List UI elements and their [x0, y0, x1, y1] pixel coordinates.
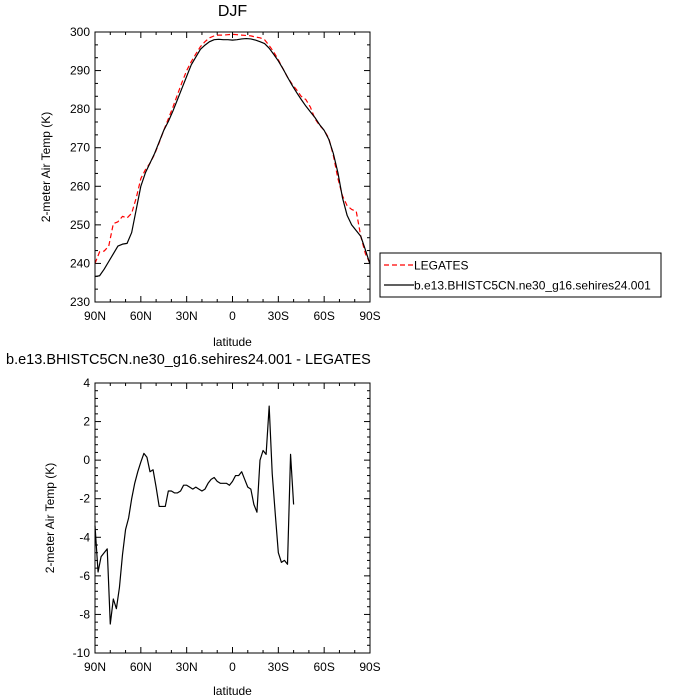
- legend: LEGATES b.e13.BHISTC5CN.ne30_g16.sehires…: [379, 252, 662, 298]
- bottom-series-lines: [94, 405, 295, 625]
- bottom-y-tick-label: -8: [79, 607, 90, 621]
- legend-label-model: b.e13.BHISTC5CN.ne30_g16.sehires24.001: [414, 279, 651, 293]
- bottom-y-tick-label: -6: [79, 569, 90, 583]
- bottom-x-tick-label: 30S: [268, 660, 289, 674]
- bottom-x-tick-label: 30N: [176, 660, 198, 674]
- top-y-axis-label: 2-meter Air Temp (K): [39, 112, 53, 222]
- top-panel: DJF 90N 60N 30N 0 30S 60S 90S 2302402502602702…: [39, 3, 381, 349]
- top-y-tick-label: 230: [70, 295, 90, 309]
- bottom-y-tick-label: 2: [83, 415, 90, 429]
- top-x-tick-label: 30N: [176, 309, 198, 323]
- bottom-x-tick-label: 60N: [130, 660, 152, 674]
- bottom-chart-title: b.e13.BHISTC5CN.ne30_g16.sehires24.001 -…: [6, 352, 371, 368]
- top-y-tick-label: 250: [70, 218, 90, 232]
- bottom-series-line-0: [94, 405, 295, 625]
- top-x-tick-label: 90S: [359, 309, 380, 323]
- top-x-tick-label: 0: [229, 309, 236, 323]
- top-plot-frame: [94, 31, 371, 303]
- top-x-axis-label: latitude: [213, 335, 252, 349]
- legend-box: [379, 252, 662, 298]
- top-y-tick-label: 270: [70, 141, 90, 155]
- bottom-y-tick-label: 4: [83, 376, 90, 390]
- bottom-x-tick-label: 0: [229, 660, 236, 674]
- bottom-y-tick-label: -10: [73, 646, 91, 660]
- top-x-tick-label: 60S: [313, 309, 334, 323]
- bottom-x-tick-label: 60S: [313, 660, 334, 674]
- top-y-tick-label: 280: [70, 102, 90, 116]
- bottom-x-tick-labels: 90N 60N 30N 0 30S 60S 90S: [84, 660, 381, 674]
- top-y-tick-label: 290: [70, 64, 90, 78]
- bottom-plot-frame: [94, 382, 371, 654]
- bottom-x-tick-label: 90N: [84, 660, 106, 674]
- bottom-y-tick-label: -2: [79, 492, 90, 506]
- top-y-tick-label: 240: [70, 256, 90, 270]
- bottom-panel: b.e13.BHISTC5CN.ne30_g16.sehires24.001 -…: [6, 352, 381, 698]
- top-y-tick-label: 260: [70, 179, 90, 193]
- top-series-lines: [94, 33, 371, 278]
- bottom-axis-ticks: [94, 382, 371, 654]
- bottom-y-tick-label: -4: [79, 530, 90, 544]
- top-x-tick-label: 60N: [130, 309, 152, 323]
- top-x-tick-label: 90N: [84, 309, 106, 323]
- top-chart-title: DJF: [218, 3, 248, 20]
- bottom-y-axis-label: 2-meter Air Temp (K): [43, 463, 57, 573]
- top-x-tick-labels: 90N 60N 30N 0 30S 60S 90S: [84, 309, 381, 323]
- top-series-line-0: [94, 33, 371, 264]
- bottom-x-axis-label: latitude: [213, 684, 252, 698]
- legend-label-legates: LEGATES: [414, 259, 468, 273]
- top-axis-ticks: [94, 31, 371, 303]
- top-series-line-1: [94, 37, 371, 278]
- top-y-tick-label: 300: [70, 25, 90, 39]
- bottom-y-tick-labels: -10 -8 -6 -4 -2 0 2 4: [73, 376, 91, 660]
- bottom-y-tick-label: 0: [83, 453, 90, 467]
- top-x-tick-label: 30S: [268, 309, 289, 323]
- top-y-tick-labels: 230 240 250 260 270 280 290 300: [70, 25, 90, 309]
- bottom-x-tick-label: 90S: [359, 660, 380, 674]
